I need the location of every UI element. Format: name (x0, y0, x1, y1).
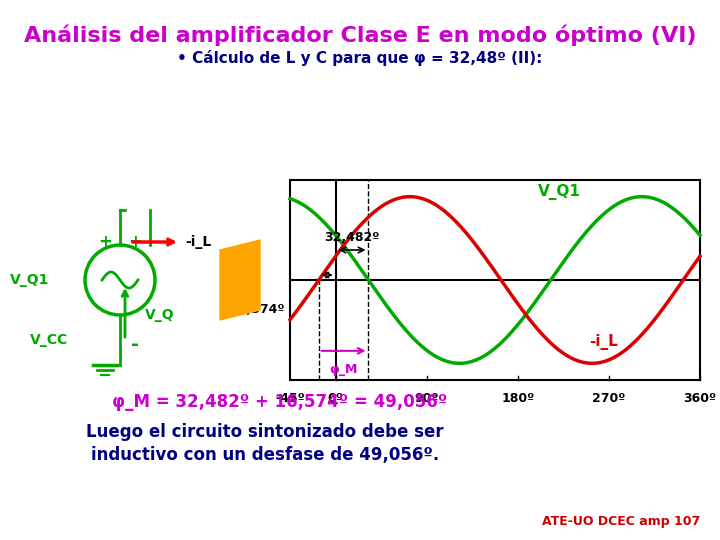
Text: -i_L: -i_L (589, 334, 617, 350)
Text: 360º: 360º (683, 392, 716, 405)
Text: -: - (131, 335, 139, 354)
Bar (290, 180, 700, 380)
Polygon shape (220, 240, 260, 320)
Text: inductivo con un desfase de 49,056º.: inductivo con un desfase de 49,056º. (91, 446, 439, 464)
Text: 90º: 90º (415, 392, 439, 405)
Text: +: + (98, 233, 112, 251)
Text: 0º: 0º (328, 392, 343, 405)
Text: 270º: 270º (593, 392, 626, 405)
Text: Análisis del amplificador Clase E en modo óptimo (VI): Análisis del amplificador Clase E en mod… (24, 25, 696, 46)
Text: -i_L: -i_L (185, 235, 211, 249)
Text: 16,574º: 16,574º (230, 302, 285, 316)
Text: +: + (128, 233, 142, 251)
Text: φ_M = 32,482º + 16,574º = 49,056º: φ_M = 32,482º + 16,574º = 49,056º (112, 393, 448, 411)
Text: • Cálculo de L y C para que φ = 32,48º (II):: • Cálculo de L y C para que φ = 32,48º (… (177, 50, 543, 66)
Text: V_Q1: V_Q1 (10, 273, 50, 287)
Text: V_CC: V_CC (30, 333, 68, 347)
Text: V_Q1: V_Q1 (538, 185, 581, 200)
Text: ATE-UO DCEC amp 107: ATE-UO DCEC amp 107 (541, 515, 700, 528)
Text: 180º: 180º (501, 392, 534, 405)
Text: Luego el circuito sintonizado debe ser: Luego el circuito sintonizado debe ser (86, 423, 444, 441)
Text: 32,482º: 32,482º (324, 231, 379, 244)
Text: V_Q: V_Q (145, 308, 175, 322)
Text: -45º: -45º (275, 392, 305, 405)
Text: φ_M: φ_M (330, 363, 358, 376)
